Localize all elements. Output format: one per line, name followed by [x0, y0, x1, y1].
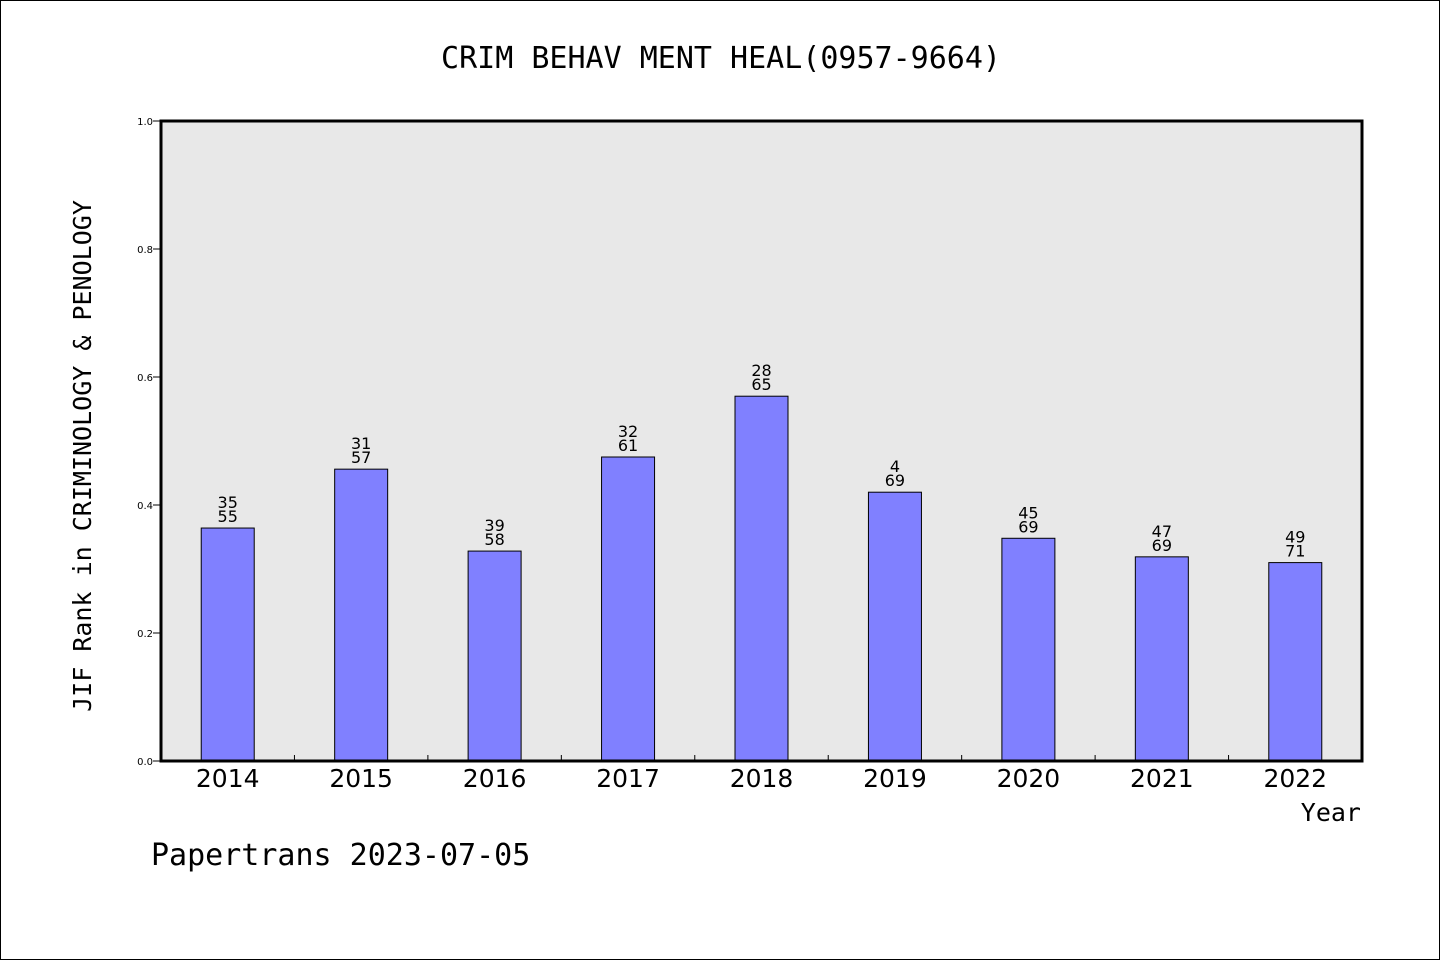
bar-label-rank: 28: [751, 361, 771, 380]
x-tick-label: 2014: [196, 764, 260, 793]
x-tick-label: 2019: [863, 764, 927, 793]
bar-label-rank: 32: [618, 422, 638, 441]
bar-label-rank: 4: [890, 457, 900, 476]
x-axis: 2014 2015 2016 2017 2018 2019 2020 2021 2022: [196, 755, 1327, 793]
y-tick-label: 0.8: [137, 245, 153, 256]
bar-label-rank: 49: [1285, 528, 1305, 547]
bar: [734, 395, 789, 762]
bar-series: [200, 395, 1323, 762]
bar-label-total: 69: [1018, 517, 1038, 536]
x-tick-label: 2016: [463, 764, 527, 793]
y-axis-label: JIF Rank in CRIMINOLOGY & PENOLOGY: [68, 200, 97, 712]
y-tick-label: 1.0: [137, 117, 153, 128]
bar: [1001, 537, 1056, 762]
bar-label-total: 71: [1285, 542, 1305, 561]
bar-label-total: 69: [885, 471, 905, 490]
y-tick-label: 0.2: [137, 629, 153, 640]
y-axis: 0.0 0.2 0.4 0.6 0.8 1.0: [137, 117, 161, 768]
bar-label-total: 69: [1152, 536, 1172, 555]
y-tick-label: 0.6: [137, 373, 153, 384]
bar-label-rank: 47: [1152, 522, 1172, 541]
bar-label-total: 55: [218, 507, 238, 526]
x-tick-label: 2020: [997, 764, 1061, 793]
x-axis-label: Year: [1301, 798, 1361, 827]
bar: [334, 468, 389, 762]
y-tick-label: 0.4: [137, 501, 153, 512]
bar-label-rank: 35: [218, 493, 238, 512]
bar: [200, 527, 255, 762]
bar-label-total: 58: [484, 530, 504, 549]
x-tick-label: 2017: [596, 764, 660, 793]
y-tick-label: 0.0: [137, 757, 153, 768]
bar-label-total: 65: [751, 375, 771, 394]
bar-label-rank: 39: [484, 516, 504, 535]
x-tick-label: 2015: [329, 764, 393, 793]
x-tick-label: 2021: [1130, 764, 1194, 793]
bar-label-rank: 31: [351, 434, 371, 453]
bar-label-total: 57: [351, 448, 371, 467]
bar: [601, 456, 656, 762]
plot-border: [159, 119, 1364, 763]
bar: [867, 491, 922, 762]
bar-label-rank: 45: [1018, 503, 1038, 522]
bar: [1134, 556, 1189, 762]
footer-credit: Papertrans 2023-07-05: [151, 838, 530, 873]
chart-title: CRIM BEHAV MENT HEAL(0957-9664): [441, 41, 1001, 76]
x-tick-label: 2018: [730, 764, 794, 793]
x-tick-label: 2022: [1263, 764, 1327, 793]
bar: [1268, 562, 1323, 762]
bar: [467, 550, 522, 762]
bar-label-total: 61: [618, 436, 638, 455]
